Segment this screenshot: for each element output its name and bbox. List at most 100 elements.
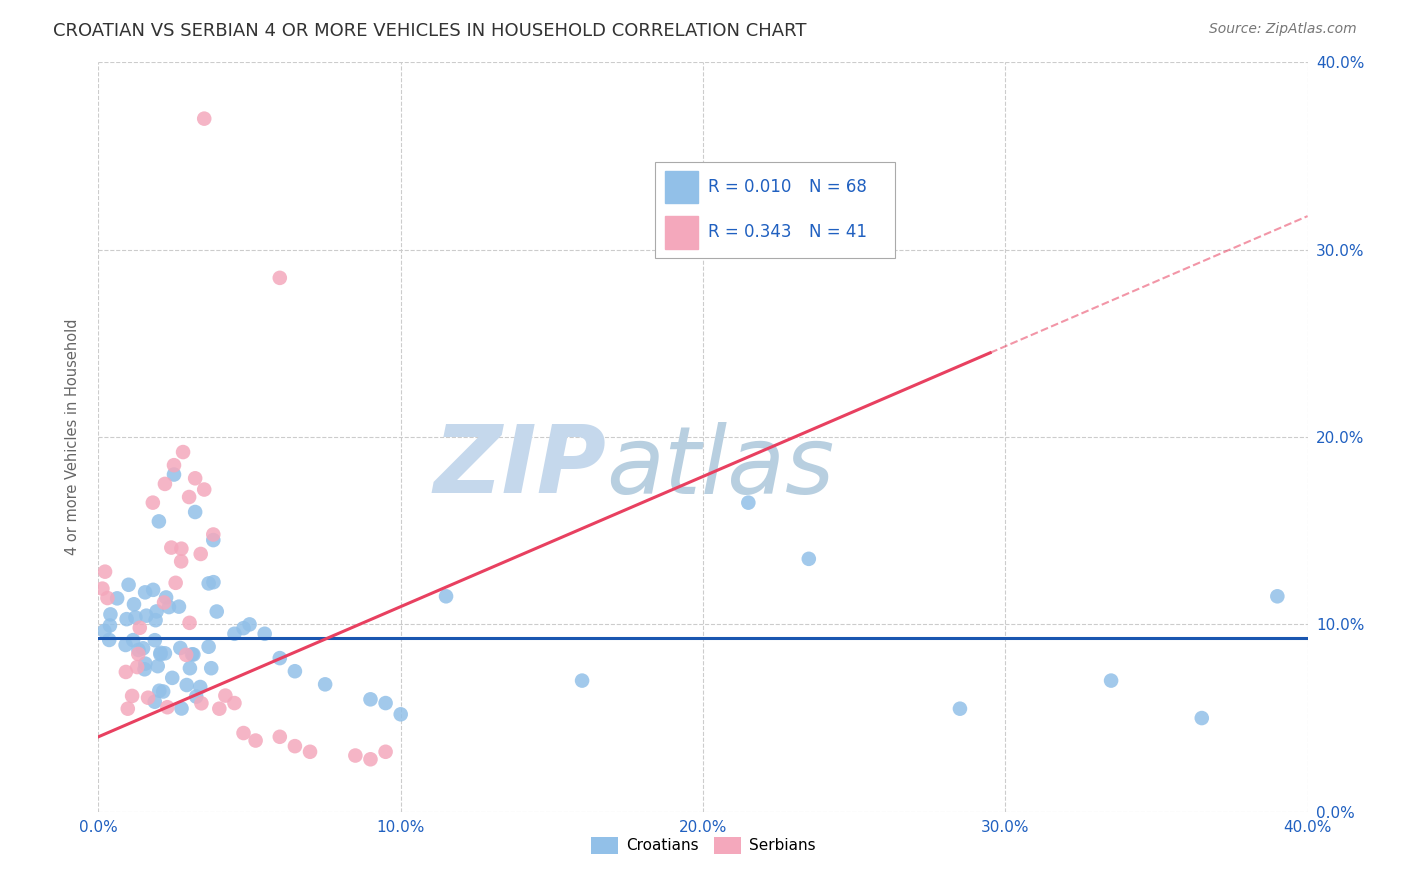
Point [117, 701, 139, 715]
Point [284, 664, 307, 679]
Point [127, 660, 149, 674]
Point [374, 696, 396, 710]
Point [284, 739, 307, 753]
Point [155, 591, 177, 605]
Point [122, 633, 145, 648]
Legend: Croatians, Serbians: Croatians, Serbians [585, 830, 821, 860]
Point [389, 707, 412, 722]
Point [163, 467, 186, 482]
Point [134, 657, 156, 671]
Point [115, 612, 138, 626]
Point [134, 585, 156, 599]
Point [269, 651, 291, 665]
Point [797, 551, 820, 566]
Point [202, 533, 225, 547]
Point [148, 683, 170, 698]
Point [153, 646, 176, 660]
Point [184, 471, 207, 485]
Point [949, 701, 972, 715]
Point [105, 591, 128, 606]
Point [157, 600, 180, 615]
Point [142, 496, 165, 510]
Point [148, 514, 170, 528]
Point [135, 608, 157, 623]
Point [193, 112, 215, 126]
Point [253, 626, 276, 640]
Point [94, 565, 117, 579]
Point [153, 595, 176, 609]
Point [134, 662, 156, 676]
Point [374, 745, 396, 759]
Point [179, 661, 201, 675]
Point [121, 689, 143, 703]
Point [232, 726, 254, 740]
Point [122, 597, 145, 611]
Text: N = 41: N = 41 [808, 223, 866, 241]
Point [152, 684, 174, 698]
Point [117, 578, 139, 592]
Point [314, 677, 336, 691]
Point [205, 605, 228, 619]
Point [197, 576, 219, 591]
Point [172, 445, 194, 459]
FancyBboxPatch shape [665, 216, 699, 249]
Point [1191, 711, 1213, 725]
Point [162, 671, 184, 685]
Point [167, 599, 190, 614]
Point [170, 554, 193, 568]
Point [186, 690, 208, 704]
Point [115, 665, 138, 679]
Point [169, 640, 191, 655]
Point [224, 626, 246, 640]
Point [91, 582, 114, 596]
Point [200, 661, 222, 675]
Point [232, 621, 254, 635]
Point [197, 640, 219, 654]
Point [184, 505, 207, 519]
Point [143, 695, 166, 709]
Point [146, 659, 169, 673]
Point [93, 624, 115, 638]
Text: CROATIAN VS SERBIAN 4 OR MORE VEHICLES IN HOUSEHOLD CORRELATION CHART: CROATIAN VS SERBIAN 4 OR MORE VEHICLES I… [53, 22, 807, 40]
Point [190, 696, 212, 710]
Point [737, 496, 759, 510]
Point [153, 476, 176, 491]
Point [124, 610, 146, 624]
FancyBboxPatch shape [665, 170, 699, 203]
Point [145, 613, 167, 627]
Point [190, 547, 212, 561]
Point [149, 648, 172, 662]
Point [202, 575, 225, 590]
Point [100, 607, 122, 622]
Point [360, 692, 382, 706]
Point [145, 604, 167, 618]
Text: R = 0.343: R = 0.343 [709, 223, 792, 241]
Text: N = 68: N = 68 [808, 178, 866, 196]
Point [142, 582, 165, 597]
Point [269, 730, 291, 744]
Point [224, 696, 246, 710]
Point [360, 752, 382, 766]
Point [1099, 673, 1122, 688]
Point [245, 733, 267, 747]
Point [183, 648, 205, 662]
Point [434, 590, 457, 604]
Point [170, 541, 193, 556]
FancyBboxPatch shape [655, 162, 896, 258]
Point [193, 483, 215, 497]
Text: Source: ZipAtlas.com: Source: ZipAtlas.com [1209, 22, 1357, 37]
Point [127, 647, 149, 661]
Point [114, 638, 136, 652]
Point [1267, 590, 1289, 604]
Point [214, 689, 236, 703]
Text: atlas: atlas [606, 422, 835, 513]
Point [98, 618, 121, 632]
Point [188, 680, 211, 694]
Point [202, 527, 225, 541]
Point [149, 646, 172, 660]
Text: ZIP: ZIP [433, 421, 606, 513]
Point [170, 701, 193, 715]
Point [156, 700, 179, 714]
Point [98, 632, 121, 647]
Point [176, 678, 198, 692]
